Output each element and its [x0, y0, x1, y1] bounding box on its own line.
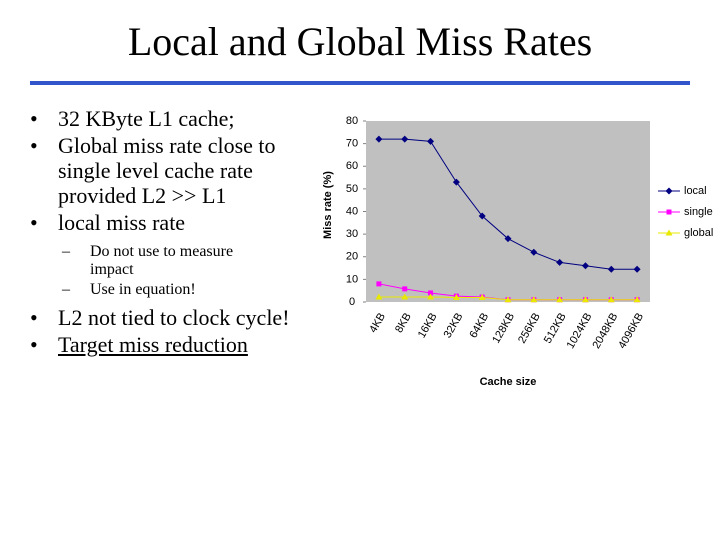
data-point — [401, 135, 409, 143]
data-point — [402, 286, 408, 292]
x-tick-label: 16KB — [416, 311, 440, 340]
data-point — [607, 296, 615, 303]
bullet-list: 32 KByte L1 cache;Global miss rate close… — [30, 106, 302, 359]
legend-label: single — [684, 206, 713, 218]
sub-list: Do not use to measure impact Use in equat… — [62, 243, 262, 299]
legend-label: global — [684, 227, 713, 239]
data-point — [401, 293, 409, 300]
y-tick-label: 40 — [346, 205, 358, 217]
x-tick-label: 64KB — [467, 311, 491, 340]
data-point — [504, 235, 512, 243]
x-tick-label: 128KB — [490, 311, 517, 346]
bullet: Target miss reduction — [30, 332, 302, 357]
title-rule — [30, 81, 690, 85]
data-point — [607, 265, 615, 273]
data-point — [376, 281, 382, 287]
data-point — [581, 262, 589, 270]
x-tick-label: 4KB — [367, 311, 388, 335]
y-tick-label: 30 — [346, 228, 358, 240]
y-tick-label: 50 — [346, 183, 358, 195]
data-point — [452, 293, 460, 300]
x-tick-label: 8KB — [393, 311, 414, 335]
bullet: local miss rate Do not use to measure imp… — [30, 210, 302, 299]
x-axis-title: Cache size — [480, 376, 537, 388]
data-point — [530, 296, 538, 303]
bullet-text: L2 not tied to clock cycle! — [58, 305, 290, 330]
data-point — [427, 293, 435, 300]
bullet: Global miss rate close to single level c… — [30, 133, 302, 208]
data-point — [504, 296, 512, 303]
x-tick-label: 32KB — [442, 311, 466, 340]
data-point — [581, 296, 589, 303]
y-tick-label: 10 — [346, 273, 358, 285]
data-point — [427, 137, 435, 145]
data-point — [556, 296, 564, 303]
data-point — [556, 258, 564, 266]
y-axis-title: Miss rate (%) — [322, 171, 334, 239]
plot-area — [366, 121, 650, 302]
legend-label: local — [684, 185, 707, 197]
data-point — [530, 248, 538, 256]
data-point — [633, 296, 641, 303]
data-point — [478, 293, 486, 300]
sub-bullet: Do not use to measure impact — [62, 243, 262, 279]
x-tick-label: 4096KB — [616, 311, 646, 351]
legend-marker — [665, 229, 673, 236]
x-tick-label: 256KB — [516, 311, 543, 346]
data-point — [633, 265, 641, 273]
y-tick-label: 0 — [349, 296, 355, 308]
bullet-text: Global miss rate close to single level c… — [58, 133, 276, 208]
x-tick-label: 512KB — [542, 311, 569, 346]
data-point — [452, 178, 460, 186]
slide-title: Local and Global Miss Rates — [127, 19, 593, 64]
y-tick-label: 20 — [346, 251, 358, 263]
y-tick-label: 60 — [346, 160, 358, 172]
y-tick-label: 70 — [346, 138, 358, 150]
legend-marker — [666, 209, 672, 215]
data-point — [375, 293, 383, 300]
bullet: 32 KByte L1 cache; — [30, 106, 302, 131]
data-point — [428, 290, 434, 296]
bullet-text: 32 KByte L1 cache; — [58, 106, 235, 131]
bullet: L2 not tied to clock cycle! — [30, 305, 302, 330]
sub-bullet: Use in equation! — [62, 281, 262, 299]
bullet-text: Target miss reduction — [58, 332, 248, 357]
legend-marker — [665, 187, 673, 195]
data-point — [375, 135, 383, 143]
bullet-text: local miss rate — [58, 210, 186, 235]
data-point — [478, 212, 486, 220]
y-tick-label: 80 — [346, 115, 358, 127]
